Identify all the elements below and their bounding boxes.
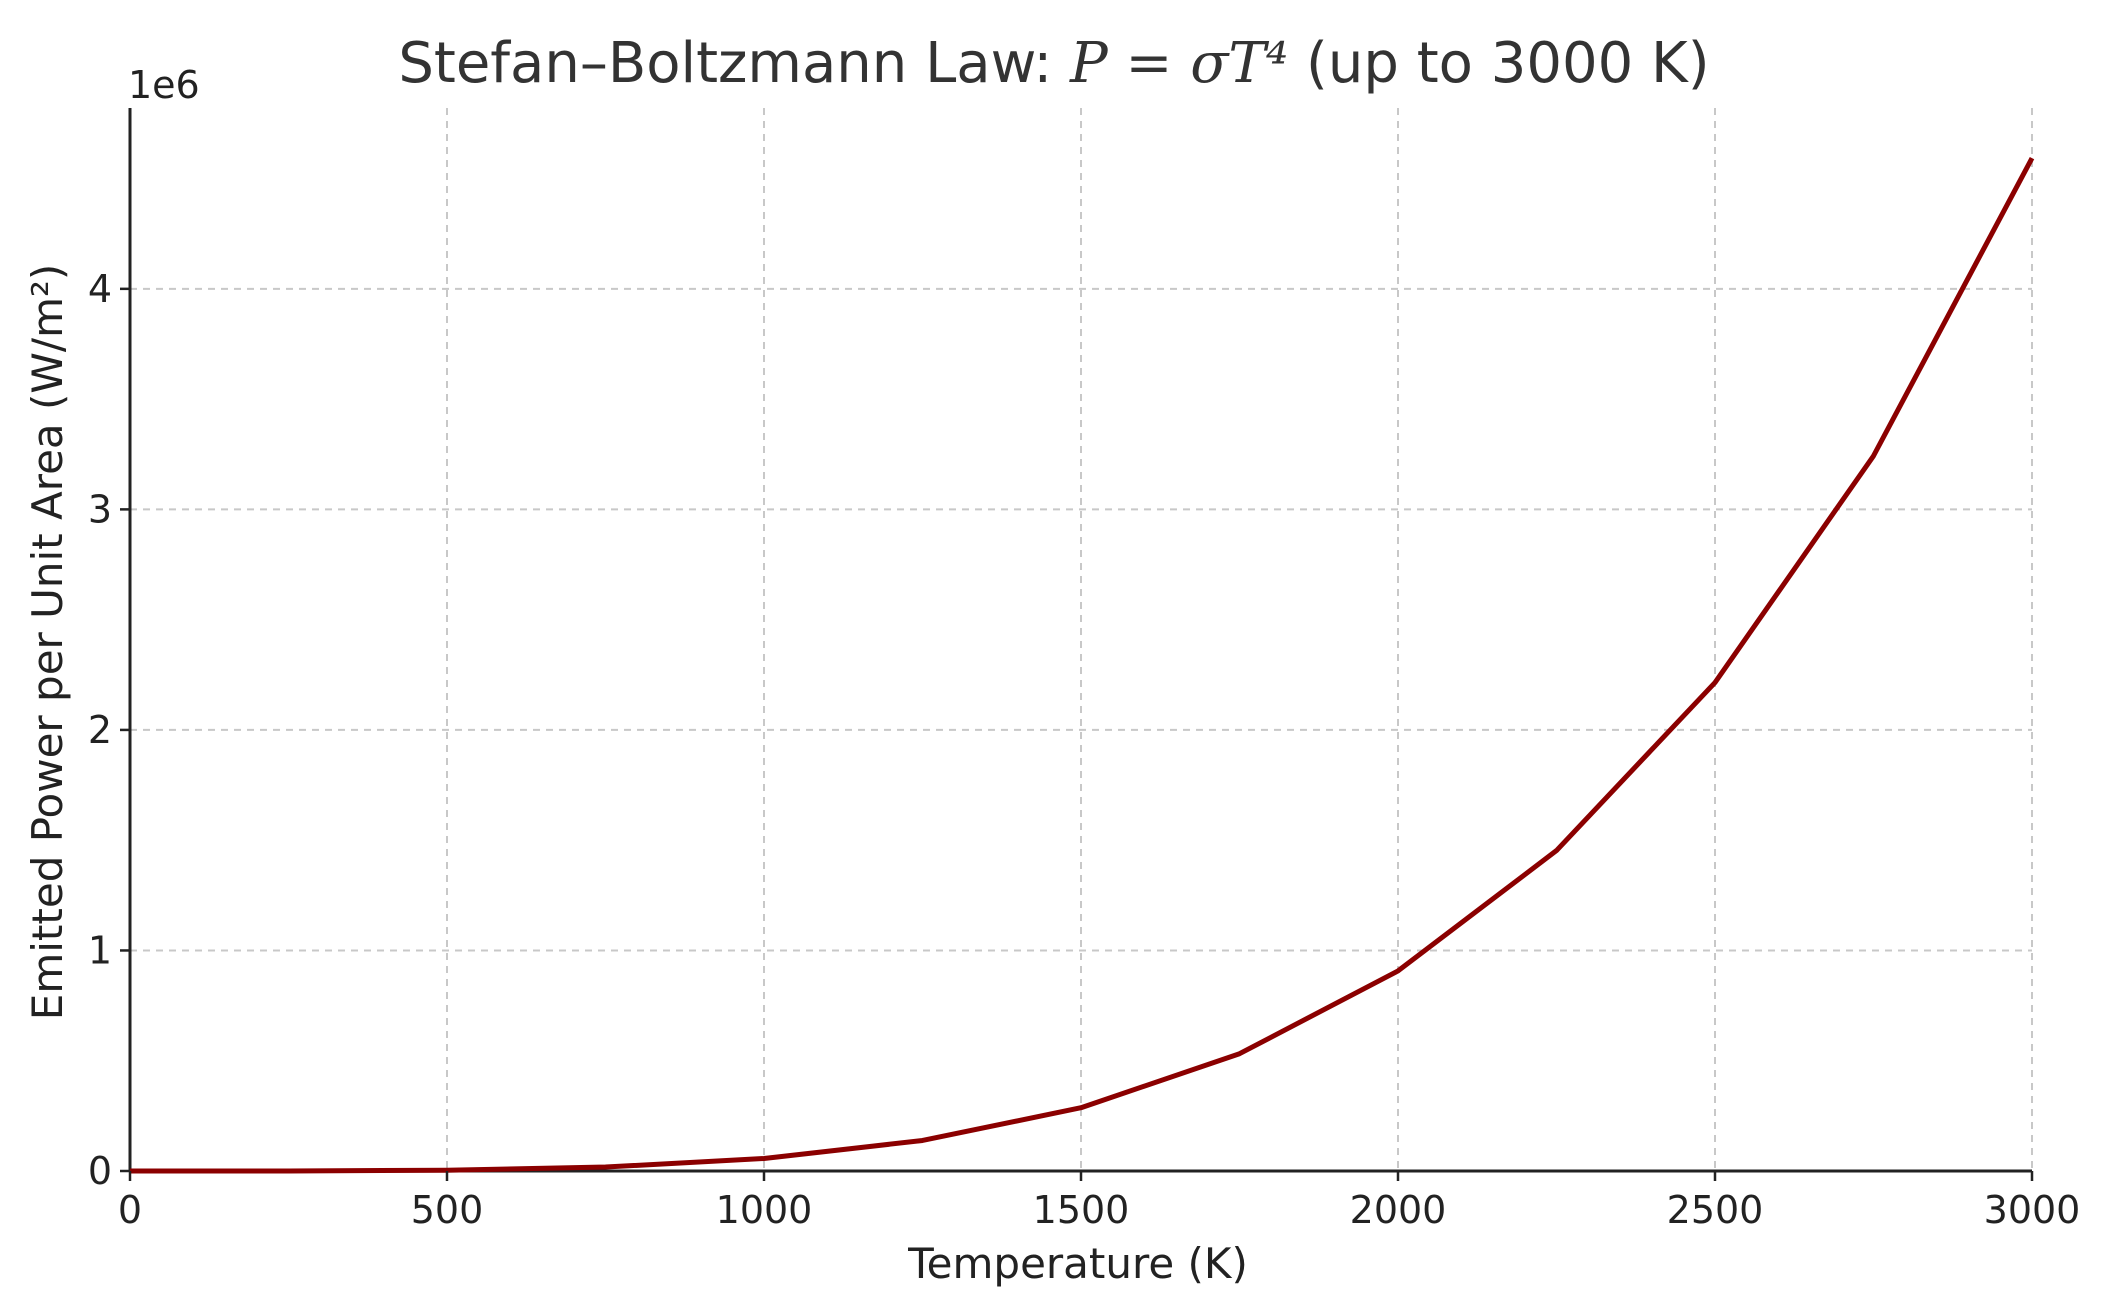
- y-tick-label-2: 2: [88, 708, 112, 752]
- x-tick-label-6: 3000: [1984, 1188, 2081, 1232]
- x-tick-label-5: 2500: [1667, 1188, 1764, 1232]
- y-tick-label-4: 4: [88, 267, 112, 311]
- y-offset-label: 1e6: [128, 63, 200, 107]
- y-tick-label-3: 3: [88, 487, 112, 531]
- series-line-0: [129, 156, 2035, 1174]
- chart-title-prefix: Stefan–Boltzmann Law:: [398, 31, 1070, 96]
- grid: [130, 108, 2033, 1171]
- x-tick-label-3: 1500: [1033, 1188, 1130, 1232]
- x-tick-label-1: 500: [411, 1188, 484, 1232]
- y-axis-label: Emitted Power per Unit Area (W/m²): [23, 264, 72, 1020]
- x-tick-label-4: 2000: [1350, 1188, 1447, 1232]
- series-layer: [129, 156, 2035, 1174]
- chart-title-suffix: (up to 3000 K): [1288, 31, 1709, 96]
- x-axis-label: Temperature (K): [907, 1239, 1248, 1288]
- y-tick-label-1: 1: [88, 928, 112, 972]
- chart-title-math: P = σT⁴: [1069, 31, 1288, 96]
- x-tick-label-0: 0: [118, 1188, 142, 1232]
- chart-title: Stefan–Boltzmann Law: P = σT⁴ (up to 300…: [398, 31, 1709, 96]
- ticks: 0 500 1000 1500 2000 2500 3000 0 1 2 3 4: [88, 267, 2081, 1232]
- y-tick-label-0: 0: [88, 1149, 112, 1193]
- x-tick-label-2: 1000: [716, 1188, 813, 1232]
